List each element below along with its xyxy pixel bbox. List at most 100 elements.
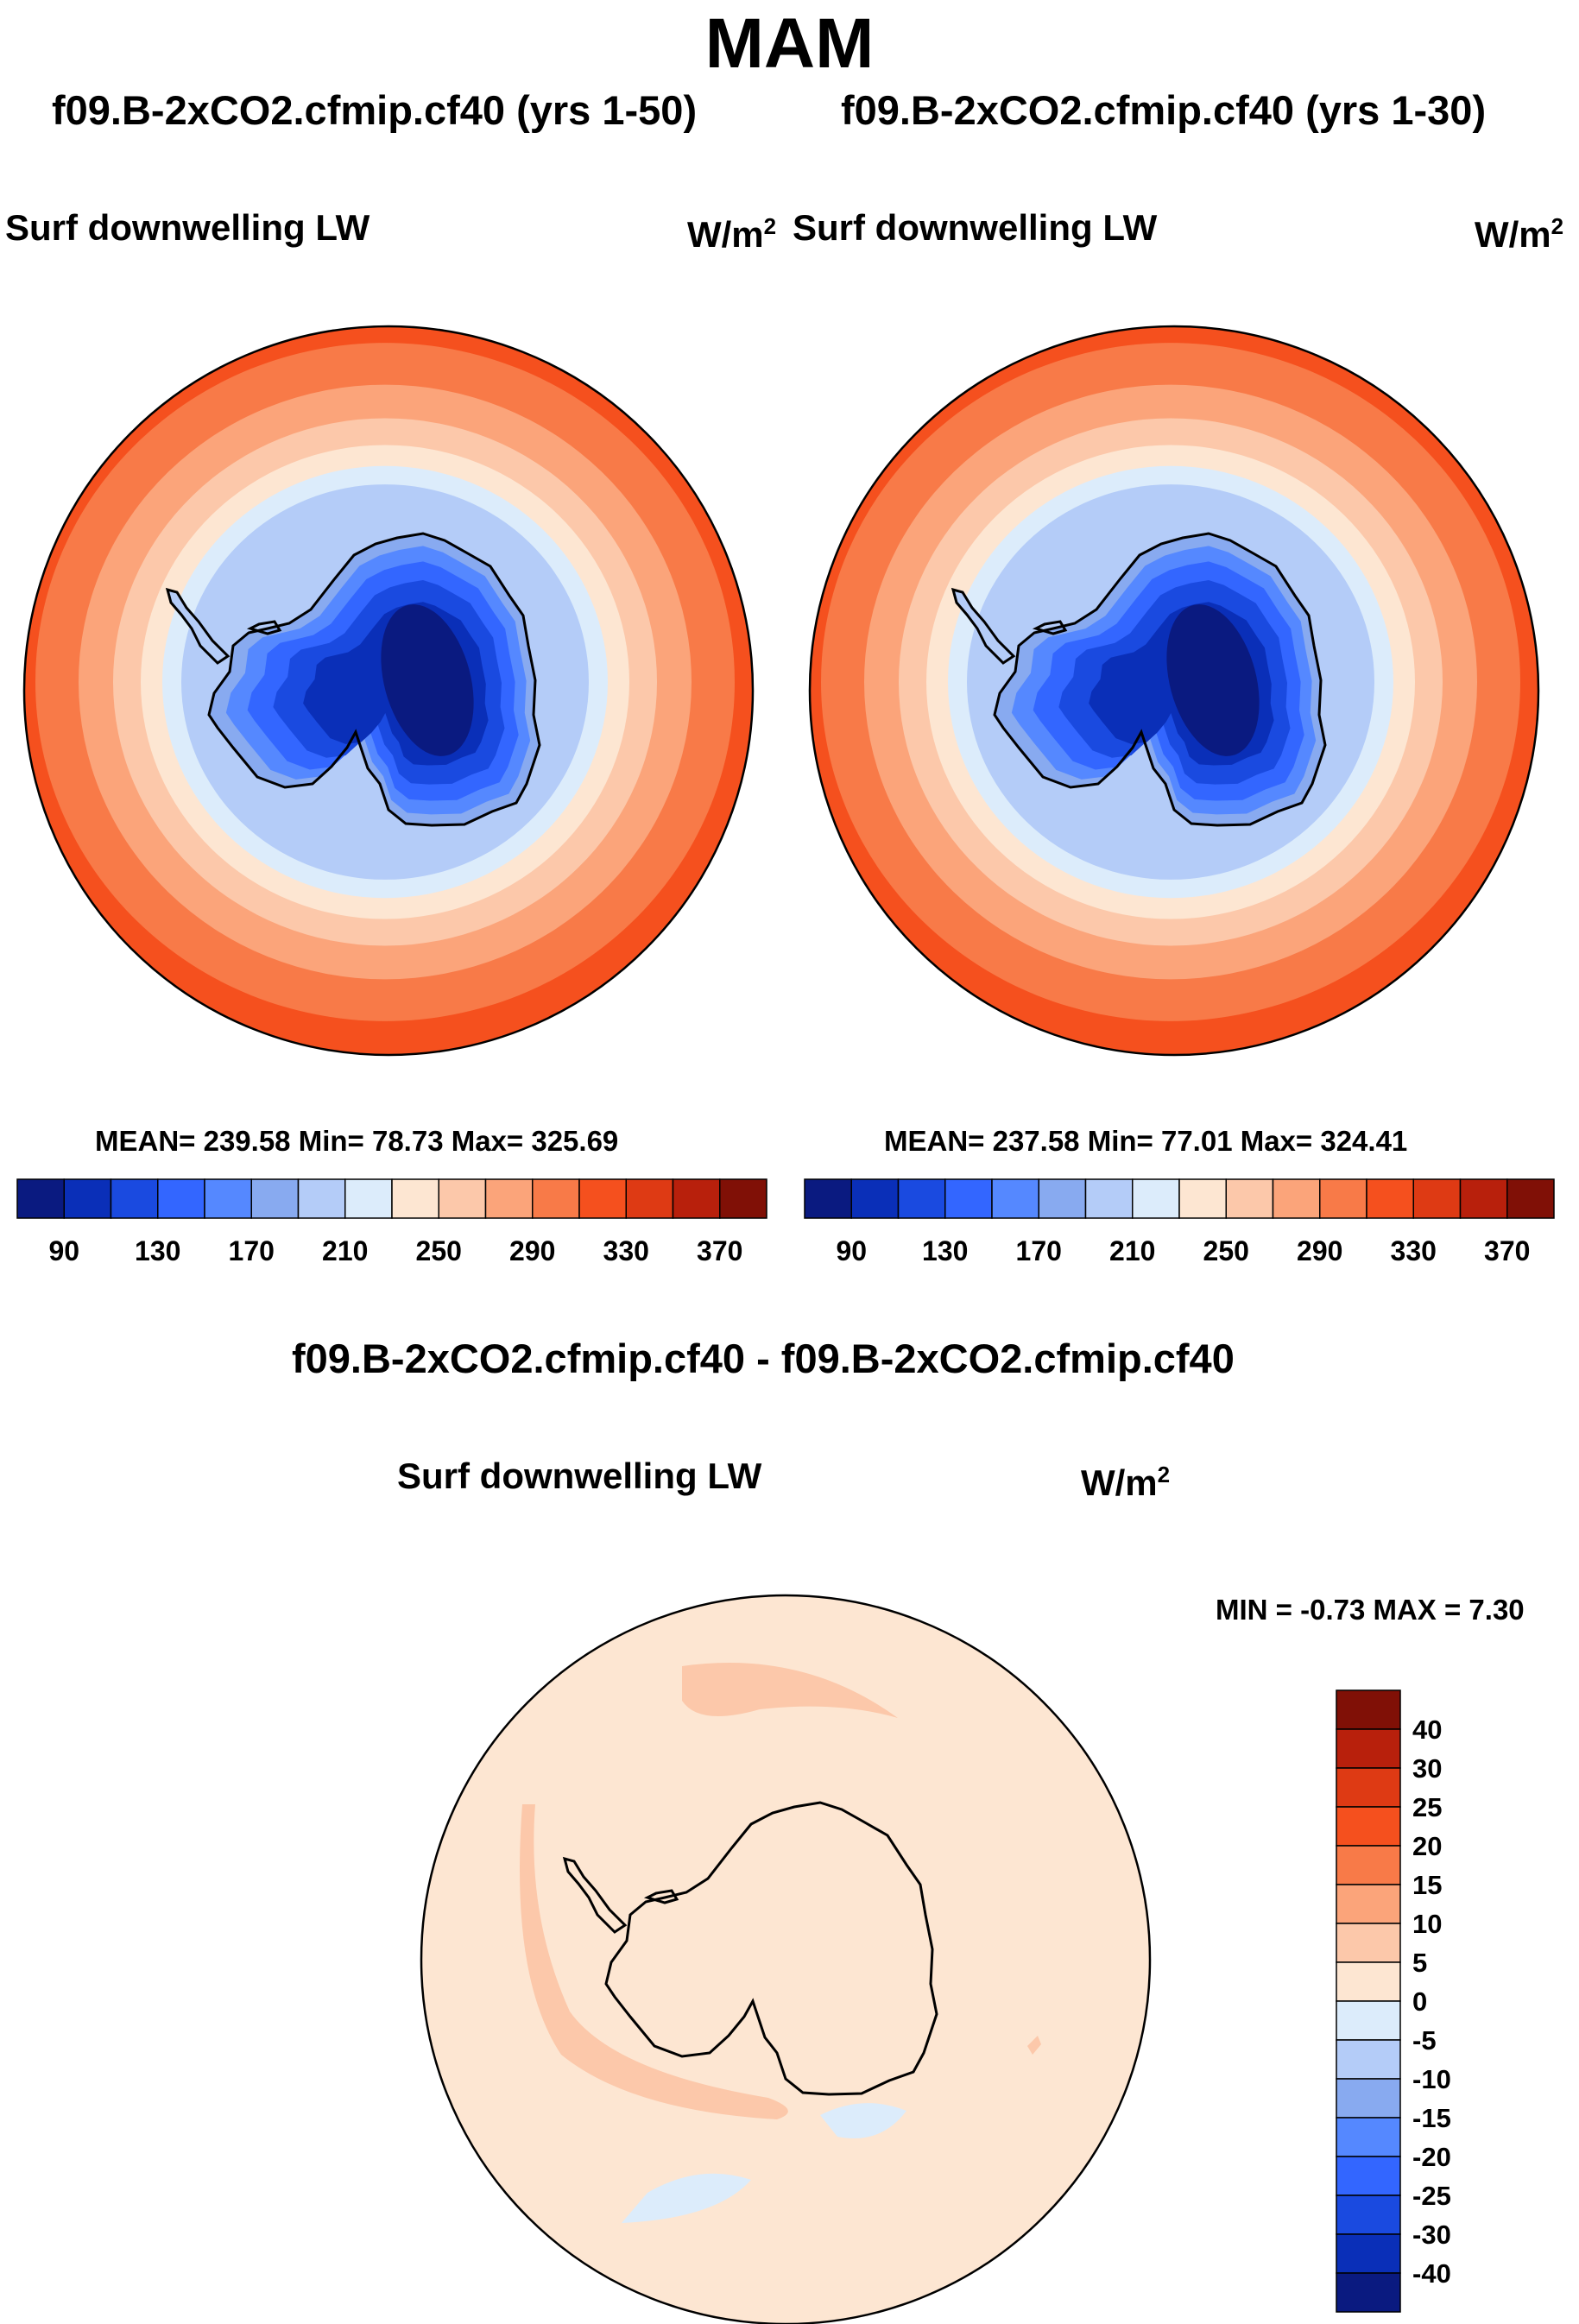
colorbar-tick-label: -25 [1412,2181,1451,2211]
diff-positive-patch-1 [520,1804,788,2119]
colorbar-box [16,1178,65,1219]
colorbar-box [532,1178,580,1219]
panel1-colorbar: 90 130 170 210 250 290 330 370 [16,1178,767,1266]
colorbar-tick-label: 30 [1412,1753,1442,1784]
diff-negative-patch-1 [622,2173,751,2223]
colorbar-tick-label: -5 [1412,2025,1437,2056]
colorbar-tick-label: 330 [603,1235,649,1266]
antarctica-field [951,532,1327,827]
colorbar-tick-label: 130 [922,1235,968,1266]
colorbar-box [1336,2272,1401,2313]
panel2-case-title: f09.B-2xCO2.cfmip.cf40 (yrs 1-30) [841,87,1487,133]
colorbar-tick-label: -10 [1412,2064,1451,2094]
panel2-colorbar: 90 130 170 210 250 290 330 370 [804,1178,1555,1266]
colorbar-box [1319,1178,1367,1219]
panel1-map [24,326,753,1055]
diff-units: W/m2 [1081,1462,1171,1503]
colorbar-box [484,1178,534,1219]
diff-colorbar: 40 30 25 20 15 10 5 0 -5 -10 -15 -20 -25 -30 -40 [1336,1689,1451,2313]
colorbar-box [1336,1728,1401,1769]
diff-minmax: MIN = -0.73 MAX = 7.30 [1216,1594,1525,1626]
colorbar-tick-label: 210 [1109,1235,1155,1266]
colorbar-tick-label: 10 [1412,1909,1442,1939]
colorbar-tick-label: 90 [836,1235,867,1266]
colorbar-box [578,1178,627,1219]
panel1-case-title: f09.B-2xCO2.cfmip.cf40 (yrs 1-50) [52,87,698,133]
contour-band-min [1166,604,1260,756]
colorbar-box [850,1178,900,1219]
colorbar-box [1336,2195,1401,2235]
colorbar-box [1336,1961,1401,2002]
colorbar-tick-label: 20 [1412,1831,1442,1861]
diff-positive-patch-0 [682,1663,898,1718]
panel2-map [810,326,1538,1055]
colorbar-tick-label: -20 [1412,2142,1451,2172]
colorbar-tick-label: 170 [229,1235,275,1266]
colorbar-box [1038,1178,1087,1219]
panel1-variable-label: Surf downwelling LW [5,207,370,248]
diff-map [421,1595,1150,2324]
colorbar-tick-label: 90 [48,1235,79,1266]
diff-negative-patch-0 [820,2103,906,2138]
colorbar-box [1336,1767,1401,1808]
colorbar-tick-label: 370 [697,1235,742,1266]
colorbar-tick-label: 170 [1016,1235,1062,1266]
panel1-stats: MEAN= 239.58 Min= 78.73 Max= 325.69 [95,1125,619,1157]
colorbar-box [110,1178,159,1219]
colorbar-tick-label: 210 [322,1235,368,1266]
diff-negative-patch-2 [492,2214,527,2235]
colorbar-tick-label: 250 [1203,1235,1249,1266]
colorbar-tick-label: 15 [1412,1870,1442,1900]
colorbar-box [1366,1178,1414,1219]
colorbar-box [1459,1178,1508,1219]
colorbar-tick-label: -30 [1412,2220,1451,2250]
diff-variable-label: Surf downwelling LW [397,1456,762,1496]
colorbar-box [1336,1845,1401,1885]
diff-title: f09.B-2xCO2.cfmip.cf40 - f09.B-2xCO2.cfm… [292,1336,1235,1381]
colorbar-tick-label: 0 [1412,1986,1427,2017]
colorbar-tick-label: 370 [1484,1235,1530,1266]
contour-band-min [381,604,474,756]
panel2-variable-label: Surf downwelling LW [793,207,1158,248]
colorbar-box [1084,1178,1134,1219]
colorbar-box [1225,1178,1274,1219]
colorbar-box [1336,2233,1401,2274]
colorbar-box [344,1178,393,1219]
panel2-units: W/m2 [1475,213,1564,255]
colorbar-box [1336,2078,1401,2119]
colorbar-tick-label: 40 [1412,1715,1442,1745]
colorbar-tick-label: 290 [509,1235,555,1266]
colorbar-tick-label: -40 [1412,2258,1451,2289]
colorbar-box [1336,1884,1401,1924]
panel2-map-border [808,325,1540,1057]
antarctica-field [166,532,541,827]
colorbar-box [719,1178,767,1219]
colorbar-box [991,1178,1039,1219]
colorbar-tick-label: 330 [1391,1235,1437,1266]
colorbar-box [391,1178,439,1219]
diff-map-border [420,1594,1152,2324]
colorbar-box [1336,2117,1401,2157]
colorbar-box [804,1178,852,1219]
colorbar-box [63,1178,112,1219]
colorbar-box [1336,2000,1401,2041]
colorbar-box [1336,2039,1401,2080]
colorbar-box [1336,1806,1401,1847]
colorbar-tick-label: -15 [1412,2103,1451,2133]
colorbar-box [1336,1923,1401,1963]
colorbar-tick-label: 130 [135,1235,180,1266]
panel1-map-border [22,325,755,1057]
colorbar-box [1178,1178,1227,1219]
figure-title: MAM [704,4,875,83]
colorbar-box [1412,1178,1462,1219]
colorbar-box [1336,1689,1401,1730]
colorbar-box [250,1178,300,1219]
panel2-stats: MEAN= 237.58 Min= 77.01 Max= 324.41 [884,1125,1408,1157]
colorbar-box [157,1178,205,1219]
colorbar-tick-label: 5 [1412,1948,1427,1978]
colorbar-box [1132,1178,1180,1219]
panel1-units: W/m2 [687,213,777,255]
colorbar-box [297,1178,346,1219]
colorbar-box [438,1178,487,1219]
